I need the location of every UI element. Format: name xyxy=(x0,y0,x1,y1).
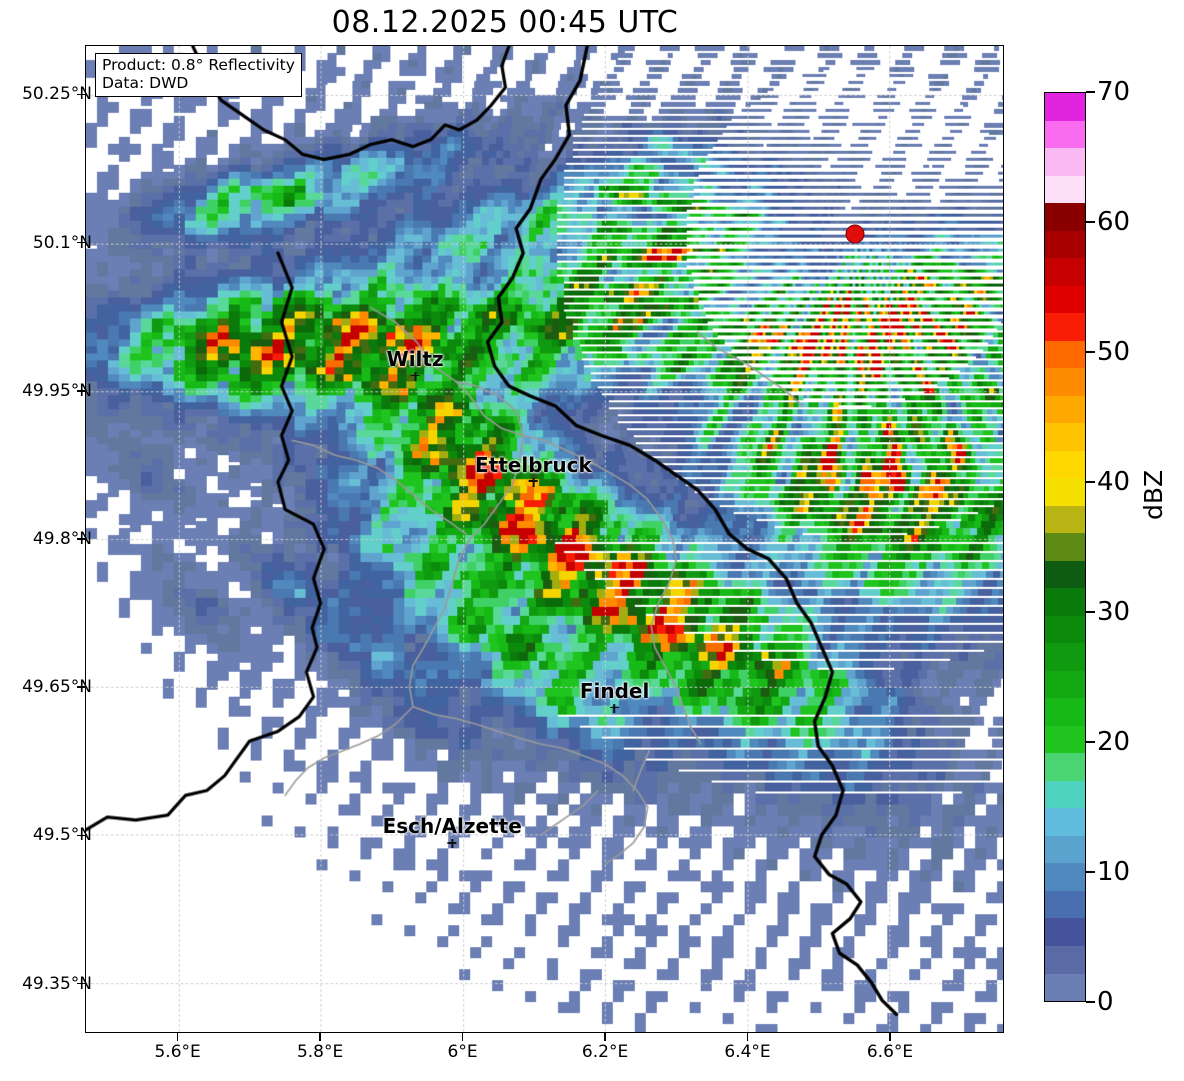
colorbar-band xyxy=(1045,863,1085,891)
product-info-box: Product: 0.8° Reflectivity Data: DWD xyxy=(95,53,302,97)
colorbar-tick-label: 40 xyxy=(1097,467,1131,497)
colorbar-tick-label: 60 xyxy=(1097,207,1131,237)
colorbar-tick-label: 30 xyxy=(1097,597,1131,627)
y-tick-mark xyxy=(77,686,85,688)
y-tick-label: 50.1°N xyxy=(32,232,92,253)
colorbar-tick-label: 10 xyxy=(1097,857,1131,887)
colorbar-band xyxy=(1045,670,1085,699)
colorbar-band xyxy=(1045,643,1085,671)
colorbar-band xyxy=(1045,973,1085,1002)
city-label-ettelbruck: Ettelbruck xyxy=(475,455,592,488)
y-tick-label: 49.35°N xyxy=(22,973,92,994)
colorbar-band xyxy=(1045,258,1085,286)
colorbar-band xyxy=(1045,505,1085,534)
colorbar-tick-mark xyxy=(1086,91,1095,93)
city-label-findel: Findel xyxy=(579,678,650,714)
colorbar-tick-label: 0 xyxy=(1097,987,1114,1017)
colorbar-band xyxy=(1045,340,1085,369)
colorbar[interactable] xyxy=(1044,92,1086,1002)
colorbar-band xyxy=(1045,698,1085,726)
colorbar-band xyxy=(1045,203,1085,231)
colorbar-band xyxy=(1045,368,1085,396)
y-tick-label: 49.95°N xyxy=(22,380,92,401)
colorbar-band xyxy=(1045,395,1085,424)
y-tick-mark xyxy=(77,241,85,244)
country-borders-layer xyxy=(86,46,1003,1032)
city-marker-cross xyxy=(580,701,650,714)
city-name: Esch/Alzette xyxy=(382,814,522,839)
colorbar-band xyxy=(1045,918,1085,946)
x-tick-label: 6.2°E xyxy=(581,1042,629,1062)
x-tick-label: 6.4°E xyxy=(724,1042,771,1062)
colorbar-band xyxy=(1045,890,1085,919)
colorbar-tick-mark xyxy=(1086,611,1095,613)
city-label-esch-alzette: Esch/Alzette xyxy=(383,816,522,849)
city-name: Findel xyxy=(579,678,650,703)
colorbar-band xyxy=(1045,478,1085,506)
colorbar-tick-label: 50 xyxy=(1097,337,1131,367)
y-tick-mark xyxy=(77,538,85,540)
colorbar-tick-mark xyxy=(1086,1001,1095,1003)
colorbar-band xyxy=(1045,808,1085,836)
x-tick-label: 6.6°E xyxy=(866,1042,914,1062)
colorbar-tick-label: 20 xyxy=(1097,727,1131,757)
colorbar-band xyxy=(1045,175,1085,204)
product-line: Product: 0.8° Reflectivity xyxy=(102,56,295,74)
x-tick-mark xyxy=(746,1033,749,1041)
x-tick-mark xyxy=(176,1033,179,1041)
map-plot-area[interactable]: Product: 0.8° Reflectivity Data: DWD Wil… xyxy=(85,45,1004,1033)
data-source-line: Data: DWD xyxy=(102,74,189,93)
city-marker-cross xyxy=(475,475,592,488)
colorbar-band xyxy=(1045,588,1085,616)
colorbar-band xyxy=(1045,560,1085,589)
colorbar-band xyxy=(1045,120,1085,149)
colorbar-band xyxy=(1045,753,1085,781)
colorbar-band xyxy=(1045,313,1085,341)
colorbar-band xyxy=(1045,945,1085,974)
y-tick-mark xyxy=(77,982,85,985)
colorbar-tick-mark xyxy=(1086,871,1095,873)
y-tick-mark xyxy=(77,834,85,837)
colorbar-axis-label: dBZ xyxy=(1139,469,1168,520)
y-tick-mark xyxy=(77,93,85,96)
city-marker-cross xyxy=(383,836,522,849)
colorbar-band xyxy=(1045,615,1085,644)
colorbar-band xyxy=(1045,285,1085,314)
y-tick-label: 49.65°N xyxy=(22,677,92,698)
figure-title: 08.12.2025 00:45 UTC xyxy=(331,5,679,40)
y-tick-label: 49.8°N xyxy=(32,529,92,549)
x-tick-mark xyxy=(319,1033,321,1041)
city-label-wiltz: Wiltz xyxy=(387,349,444,382)
colorbar-band xyxy=(1045,230,1085,259)
colorbar-tick-mark xyxy=(1086,481,1095,483)
x-tick-mark xyxy=(604,1033,606,1041)
colorbar-band xyxy=(1045,780,1085,809)
x-tick-label: 5.6°E xyxy=(154,1042,201,1062)
colorbar-band xyxy=(1045,835,1085,864)
colorbar-band xyxy=(1045,423,1085,451)
colorbar-tick-label: 70 xyxy=(1097,77,1131,107)
colorbar-tick-mark xyxy=(1086,741,1095,743)
x-tick-label: 6°E xyxy=(447,1042,478,1062)
x-tick-mark xyxy=(461,1033,464,1041)
y-tick-label: 49.5°N xyxy=(32,825,92,846)
radar-site-marker[interactable] xyxy=(845,224,865,244)
city-name: Wiltz xyxy=(386,347,444,371)
x-tick-label: 5.8°E xyxy=(296,1042,344,1062)
colorbar-band xyxy=(1045,450,1085,479)
colorbar-band xyxy=(1045,533,1085,561)
city-marker-cross xyxy=(387,369,444,382)
y-tick-label: 50.25°N xyxy=(22,84,92,105)
x-tick-mark xyxy=(889,1033,891,1041)
colorbar-band xyxy=(1045,725,1085,754)
colorbar-band xyxy=(1045,93,1085,121)
colorbar-tick-mark xyxy=(1086,221,1095,223)
colorbar-band xyxy=(1045,148,1085,176)
city-name: Ettelbruck xyxy=(474,452,592,477)
y-tick-mark xyxy=(77,390,85,392)
colorbar-tick-mark xyxy=(1086,351,1095,353)
